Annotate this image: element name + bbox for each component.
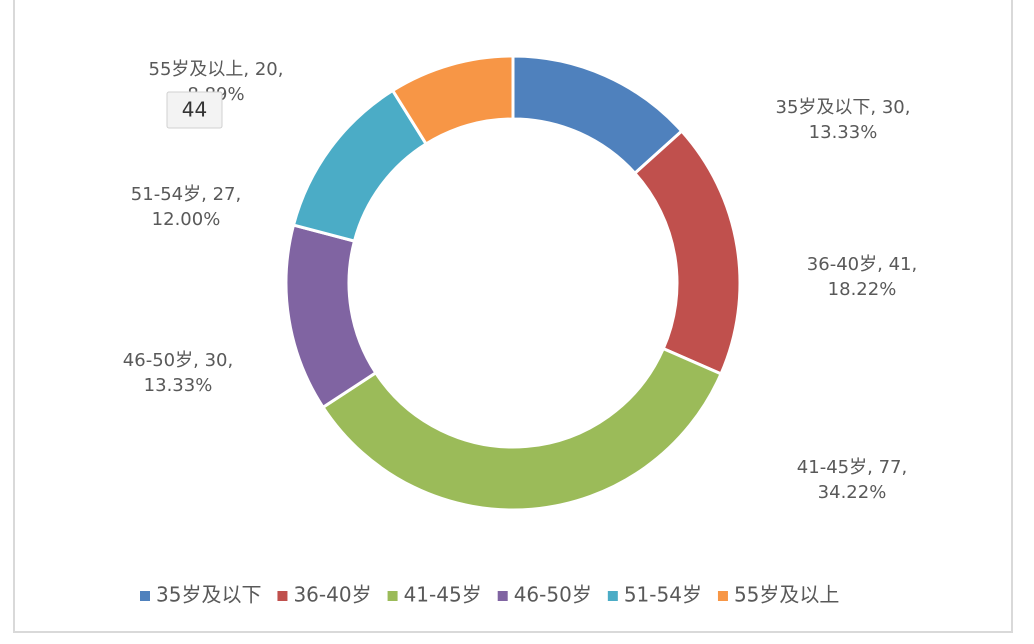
label-value: 77 (879, 457, 902, 478)
label-percent: 12.00% (152, 209, 221, 230)
legend-swatch (497, 591, 508, 601)
legend-swatch (717, 591, 728, 601)
legend-swatch (277, 591, 288, 601)
label-separator: , (193, 350, 204, 371)
legend-swatch (607, 591, 618, 601)
label-separator: , (911, 254, 917, 275)
label-separator: , (870, 97, 881, 118)
label-value: 20 (255, 59, 278, 80)
label-separator: , (243, 59, 254, 80)
legend-label: 46-50岁 (514, 583, 592, 607)
label-category: 46-50岁 (123, 350, 193, 371)
data-label: 55岁及以上, 20, (149, 59, 284, 80)
label-separator: , (905, 97, 911, 118)
label-separator: , (867, 457, 878, 478)
donut (284, 54, 742, 512)
label-separator: , (201, 184, 212, 205)
legend-label: 51-54岁 (624, 583, 702, 607)
data-label: 41-45岁, 77, (797, 457, 907, 478)
label-value: 30 (882, 97, 905, 118)
tooltip-box (166, 91, 223, 129)
label-category: 51-54岁 (131, 184, 201, 205)
data-labels: 35岁及以下, 30, 13.33% 36-40岁, 41, 18.22% 41-4… (123, 59, 917, 503)
label-separator: , (227, 350, 233, 371)
label-category: 35岁及以下 (776, 97, 871, 118)
legend: 35岁及以下 36-40岁 41-45岁 46-50岁 51-54岁 55岁及以上 (140, 583, 839, 607)
tooltip: 44 (166, 91, 223, 129)
label-percent: 34.22% (818, 482, 887, 503)
label-separator: , (235, 184, 241, 205)
legend-label: 35岁及以下 (156, 583, 261, 607)
label-percent: 13.33% (144, 375, 213, 396)
legend-swatch (140, 591, 150, 601)
label-separator: , (278, 59, 284, 80)
label-value: 27 (213, 184, 236, 205)
legend-swatch (387, 591, 398, 601)
label-separator: , (901, 457, 907, 478)
label-value: 41 (889, 254, 912, 275)
slice (390, 54, 515, 146)
data-label: 46-50岁, 30, (123, 350, 233, 371)
label-category: 55岁及以上 (149, 59, 244, 80)
tooltip-text: 44 (182, 98, 207, 122)
data-label: 35岁及以下, 30, (776, 97, 911, 118)
data-label: 36-40岁, 41, (807, 254, 917, 275)
legend-label: 36-40岁 (293, 583, 371, 607)
label-category: 41-45岁 (797, 457, 867, 478)
label-category: 36-40岁 (807, 254, 877, 275)
slice (320, 346, 723, 512)
label-percent: 13.33% (809, 122, 878, 143)
label-percent: 18.22% (828, 279, 897, 300)
label-value: 30 (205, 350, 228, 371)
legend-label: 55岁及以上 (734, 583, 839, 607)
data-label: 51-54岁, 27, (131, 184, 241, 205)
legend-label: 41-45岁 (404, 583, 482, 607)
label-separator: , (877, 254, 888, 275)
